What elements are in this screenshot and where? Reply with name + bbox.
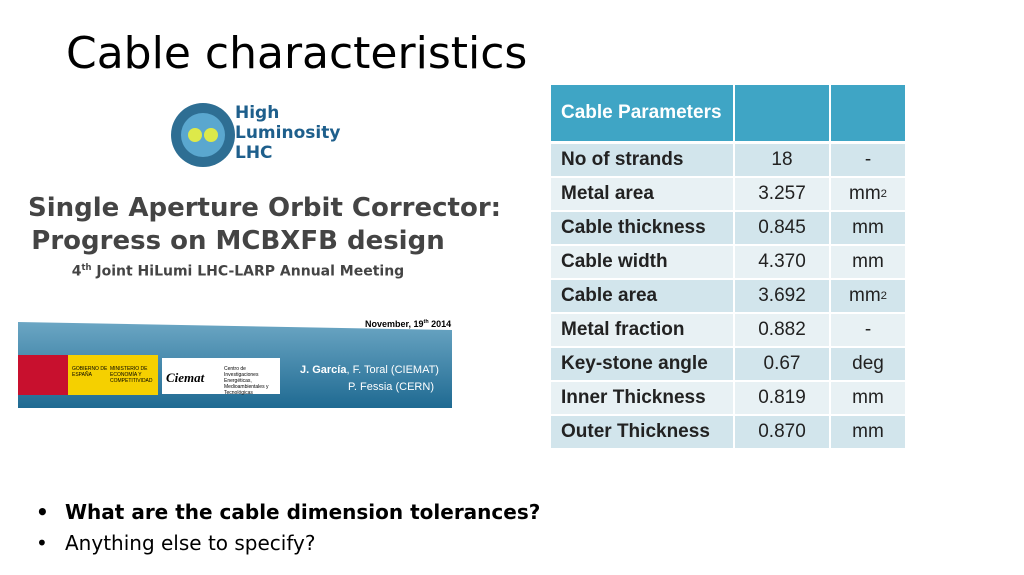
row-value: 0.882 [735,314,829,346]
row-label: Metal area [551,178,733,210]
unit-text: - [864,319,872,340]
embedded-heading: Single Aperture Orbit Corrector: [28,193,502,223]
authors: J. García, F. Toral (CIEMAT) [300,364,439,376]
row-unit: - [831,314,905,346]
row-unit: mm [831,246,905,278]
row-unit: mm 2 [831,178,905,210]
table-header-cell [735,85,829,141]
row-value: 0.819 [735,382,829,414]
unit-text: deg [852,353,884,374]
table-header-cell [831,85,905,141]
author: P. Fessia (CERN) [348,381,434,393]
row-label: Cable width [551,246,733,278]
logo-text: Luminosity [235,123,341,143]
date-text: th [423,319,429,325]
embedded-heading: Progress on MCBXFB design [31,226,445,256]
unit-text: mm [849,285,881,306]
unit-text: mm [852,217,884,238]
sponsor: Centro de Investigaciones Energéticas, M… [224,366,269,396]
logo: High Luminosity LHC [165,95,340,175]
bullet-text: What are the cable dimension tolerances? [65,500,541,524]
date-text: November, 19 [365,319,424,329]
row-unit: mm [831,416,905,448]
meeting-text: Joint HiLumi LHC-LARP Annual Meeting [91,263,405,280]
unit-text: mm [852,387,884,408]
date: November, 19th 2014 [365,319,451,329]
table-header: Cable Parameters [551,85,733,141]
row-value: 0.67 [735,348,829,380]
row-value: 0.870 [735,416,829,448]
row-label: Metal fraction [551,314,733,346]
row-value: 3.692 [735,280,829,312]
row-unit: deg [831,348,905,380]
sponsor: GOBIERNO DE ESPAÑA [72,366,108,378]
row-label: Cable thickness [551,212,733,244]
meeting-text: th [81,262,92,272]
slide-title: Cable characteristics [66,28,528,79]
date-text: 2014 [428,319,452,329]
unit-sup: 2 [880,188,887,200]
meeting: 4th Joint HiLumi LHC-LARP Annual Meeting [28,262,448,280]
parameter-table: Cable Parameters No of strands 18 - Metal ar… [551,85,905,449]
unit-text: mm [849,183,881,204]
row-unit: mm [831,212,905,244]
bullet: • Anything else to specify? [36,531,316,555]
unit-text: mm [852,421,884,442]
row-label: Cable area [551,280,733,312]
row-label: Key-stone angle [551,348,733,380]
row-label: No of strands [551,144,733,176]
unit-text: mm [852,251,884,272]
logo-text: High [235,103,280,123]
row-value: 3.257 [735,178,829,210]
logo-icon [171,103,235,167]
row-value: 0.845 [735,212,829,244]
logo-text: LHC [235,143,273,163]
bullet-text: Anything else to specify? [65,531,316,555]
author: J. García [300,364,347,376]
unit-sup: 2 [880,290,887,302]
sponsor: MINISTERIO DE ECONOMÍA Y COMPETITIVIDAD [110,366,153,384]
row-unit: - [831,144,905,176]
row-unit: mm [831,382,905,414]
unit-text: - [864,149,872,170]
row-label: Outer Thickness [551,416,733,448]
banner [18,318,452,408]
row-unit: mm 2 [831,280,905,312]
row-value: 4.370 [735,246,829,278]
sponsor: Ciemat [166,370,205,385]
meeting-text: 4 [71,263,82,280]
row-label: Inner Thickness [551,382,733,414]
row-value: 18 [735,144,829,176]
author: , F. Toral (CIEMAT) [346,364,439,376]
bullet: • What are the cable dimension tolerances… [36,500,541,524]
